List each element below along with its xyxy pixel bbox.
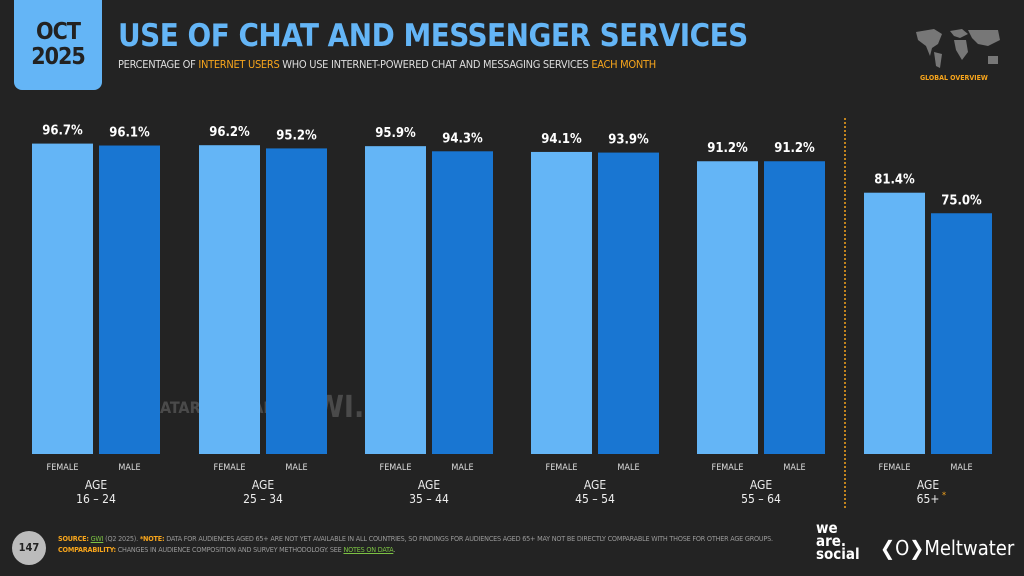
global-overview-badge: GLOBAL OVERVIEW bbox=[920, 74, 988, 82]
series-label: MALE bbox=[617, 463, 639, 473]
footer-notes: SOURCE: GWI (Q2 2025). *NOTE: DATA FOR A… bbox=[58, 533, 798, 555]
notes-on-data-link[interactable]: NOTES ON DATA bbox=[343, 545, 394, 554]
data-label: 96.1% bbox=[109, 126, 150, 141]
data-label: 94.1% bbox=[541, 132, 582, 147]
group-label: AGE bbox=[917, 478, 940, 492]
footnote-marker: * bbox=[942, 491, 946, 501]
world-map-icon bbox=[916, 29, 1000, 68]
subtitle-text: PERCENTAGE OF bbox=[118, 58, 199, 71]
category-label: 65+ bbox=[917, 492, 940, 506]
comparability-text: CHANGES IN AUDIENCE COMPOSITION AND SURV… bbox=[115, 545, 344, 554]
meltwater-icon: ❮O❯ bbox=[880, 536, 925, 560]
group-label: AGE bbox=[584, 478, 607, 492]
data-label: 94.3% bbox=[442, 131, 483, 146]
series-label: MALE bbox=[783, 463, 805, 473]
footer-end: . bbox=[393, 545, 396, 554]
category-label: 55 – 64 bbox=[741, 492, 781, 506]
group-label: AGE bbox=[418, 478, 441, 492]
date-month: OCT bbox=[36, 19, 81, 45]
data-label: 96.2% bbox=[209, 125, 250, 140]
comparability-label: COMPARABILITY: bbox=[58, 545, 116, 554]
meltwater-wordmark: Meltwater bbox=[924, 536, 1015, 560]
meltwater-logo: ❮O❯Meltwater bbox=[880, 536, 1014, 560]
bar-male bbox=[266, 148, 327, 454]
bar-female bbox=[365, 146, 426, 454]
group-label: AGE bbox=[252, 478, 275, 492]
series-label: FEMALE bbox=[214, 463, 246, 473]
bar-male bbox=[931, 213, 992, 454]
source-text: (Q2 2025). bbox=[103, 534, 140, 543]
category-label: 25 – 34 bbox=[243, 492, 283, 506]
data-label: 95.9% bbox=[375, 126, 416, 141]
bar-male bbox=[99, 145, 160, 455]
date-year: 2025 bbox=[31, 44, 86, 70]
data-label: 75.0% bbox=[941, 193, 982, 208]
series-label: FEMALE bbox=[712, 463, 744, 473]
bar-female bbox=[531, 151, 592, 454]
series-label: FEMALE bbox=[380, 463, 412, 473]
data-label: 96.7% bbox=[42, 124, 83, 139]
note-label: *NOTE: bbox=[139, 534, 165, 543]
note-text: DATA FOR AUDIENCES AGED 65+ ARE NOT YET … bbox=[164, 534, 773, 543]
subtitle-highlight: EACH MONTH bbox=[591, 58, 656, 71]
series-label: MALE bbox=[451, 463, 473, 473]
data-label: 81.4% bbox=[874, 173, 915, 188]
date-badge: OCT 2025 bbox=[14, 0, 102, 90]
subtitle-text: WHO USE INTERNET-POWERED CHAT AND MESSAG… bbox=[279, 58, 592, 71]
series-label: MALE bbox=[950, 463, 972, 473]
series-label: FEMALE bbox=[546, 463, 578, 473]
subtitle-highlight: INTERNET USERS bbox=[198, 58, 280, 71]
series-label: MALE bbox=[285, 463, 307, 473]
series-label: FEMALE bbox=[879, 463, 911, 473]
category-label: 35 – 44 bbox=[409, 492, 449, 506]
bar-female bbox=[864, 192, 925, 454]
bar-male bbox=[598, 152, 659, 454]
bar-male bbox=[432, 151, 493, 454]
data-label: 91.2% bbox=[707, 141, 748, 156]
data-label: 93.9% bbox=[608, 133, 649, 148]
page-number: 147 bbox=[12, 531, 46, 565]
category-label: 16 – 24 bbox=[76, 492, 116, 506]
category-label: 45 – 54 bbox=[575, 492, 615, 506]
group-label: AGE bbox=[85, 478, 108, 492]
page-subtitle: PERCENTAGE OF INTERNET USERS WHO USE INT… bbox=[118, 58, 656, 71]
source-link[interactable]: GWI bbox=[90, 534, 104, 543]
source-label: SOURCE: bbox=[58, 534, 89, 543]
we-are-social-logo: we are. social bbox=[816, 519, 860, 563]
bar-male bbox=[764, 161, 825, 455]
bar-female bbox=[199, 145, 260, 454]
group-label: AGE bbox=[750, 478, 773, 492]
page-title: USE OF CHAT AND MESSENGER SERVICES bbox=[118, 18, 748, 54]
series-label: FEMALE bbox=[47, 463, 79, 473]
bar-female bbox=[32, 143, 93, 454]
data-label: 91.2% bbox=[774, 141, 815, 156]
bar-female bbox=[697, 161, 758, 455]
series-label: MALE bbox=[118, 463, 140, 473]
data-label: 95.2% bbox=[276, 128, 317, 143]
